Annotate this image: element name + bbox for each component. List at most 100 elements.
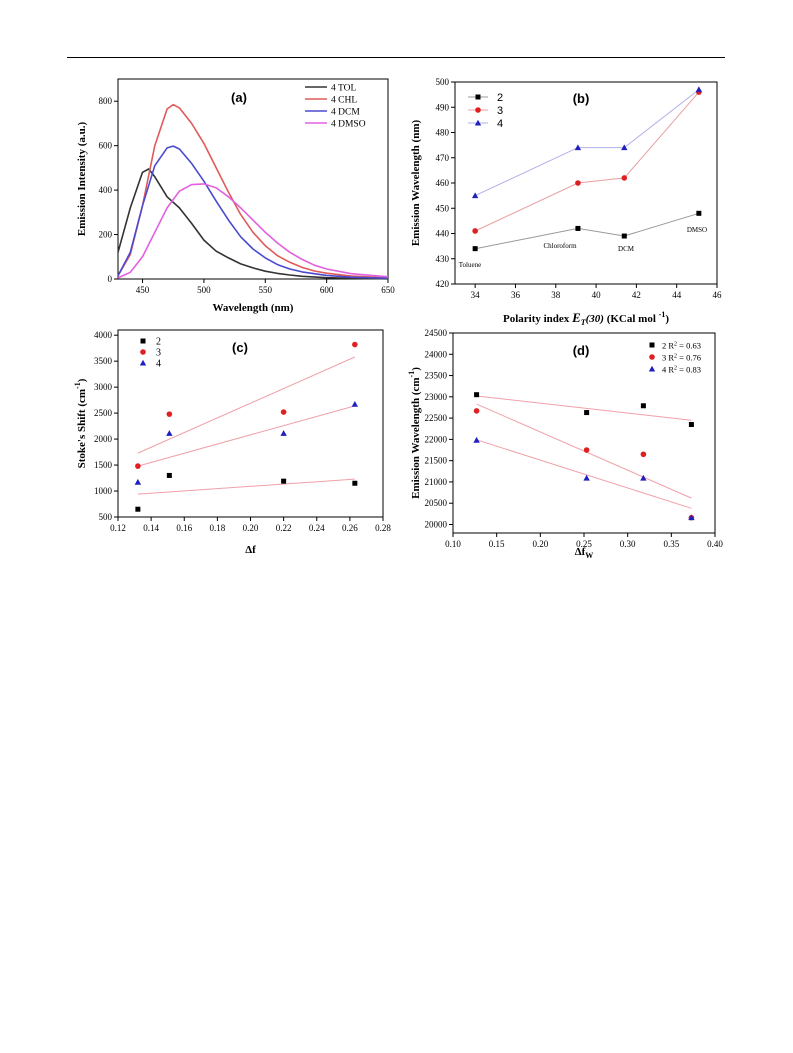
y-tick-label: 23000 <box>425 392 448 402</box>
series-line-4-dcm <box>117 145 389 280</box>
x-tick-label: 40 <box>592 290 602 300</box>
legend-marker <box>649 342 655 348</box>
x-tick-label: 650 <box>381 285 395 295</box>
data-point-2 <box>584 410 590 416</box>
series-line-3 <box>474 91 700 232</box>
legend-marker <box>649 354 655 360</box>
panel-label: (c) <box>232 340 248 355</box>
y-tick-label: 2000 <box>94 434 113 444</box>
y-tick-label: 470 <box>436 153 450 163</box>
x-tick-label: 34 <box>471 290 481 300</box>
data-point-3 <box>166 411 173 417</box>
y-tick-label: 1000 <box>94 486 113 496</box>
x-axis-title: Wavelength (nm) <box>213 302 294 314</box>
data-point-4 <box>583 474 590 481</box>
legend-label: 4 <box>156 359 161 370</box>
legend-marker <box>475 107 481 113</box>
x-tick-label: 500 <box>197 285 211 295</box>
data-point-3 <box>621 175 628 181</box>
x-tick-label: 36 <box>511 290 521 300</box>
fit-line-2 <box>137 478 355 495</box>
x-tick-label: 0.30 <box>620 539 636 549</box>
data-point-2 <box>688 421 694 427</box>
data-point-2 <box>621 233 627 239</box>
y-tick-label: 440 <box>436 229 450 239</box>
data-point-4 <box>621 144 628 151</box>
y-tick-label: 3500 <box>94 356 113 366</box>
series-line-2 <box>475 212 700 250</box>
legend-label: 4 CHL <box>331 96 357 106</box>
y-axis-title: Emission Wavelength (nm) <box>410 120 422 247</box>
y-tick-label: 0 <box>108 274 113 284</box>
x-axis-title: Polarity index ET(30) (KCal mol -1) <box>503 310 669 327</box>
x-tick-label: 46 <box>713 290 723 300</box>
y-tick-label: 490 <box>436 102 450 112</box>
chart-panel-d: 0.10 0.15 0.20 0.25 0.30 0.35 0.40 20000 20500 21… <box>407 328 723 560</box>
y-tick-label: 430 <box>436 254 450 264</box>
y-tick-label: 500 <box>99 512 113 522</box>
y-tick-label: 200 <box>99 230 113 240</box>
y-tick-label: 20500 <box>425 498 448 508</box>
x-tick-label: 0.18 <box>210 523 226 533</box>
x-tick-label: 0.12 <box>110 523 126 533</box>
y-axis-title: Emission Intensity (a.u.) <box>76 122 88 237</box>
point-label: Chloroform <box>543 242 577 250</box>
data-point-2 <box>640 403 646 409</box>
y-tick-label: 22500 <box>425 413 448 423</box>
y-tick-label: 21000 <box>425 477 448 487</box>
series-line-4 <box>474 89 700 197</box>
plot-frame <box>454 81 718 285</box>
y-tick-label: 24500 <box>425 328 448 338</box>
fit-line-4 <box>137 405 355 467</box>
x-tick-label: 0.20 <box>243 523 259 533</box>
y-tick-label: 480 <box>436 128 450 138</box>
legend-label: 4 TOL <box>331 84 356 94</box>
fit-line-4 <box>476 439 692 509</box>
fit-line-3 <box>137 356 356 454</box>
chart-panel-b: 34 36 38 40 42 44 4642043044045046047048049050… <box>410 77 722 327</box>
y-tick-label: 2500 <box>94 408 113 418</box>
point-label: DCM <box>618 245 635 253</box>
data-point-4 <box>166 430 173 436</box>
panel-label: (a) <box>231 90 247 105</box>
point-label: Toluene <box>459 261 481 269</box>
data-point-4 <box>134 478 142 485</box>
legend-marker <box>140 338 146 344</box>
fit-line-2 <box>476 395 692 421</box>
y-tick-label: 23500 <box>425 371 448 381</box>
plot-frame <box>117 78 389 280</box>
data-point-4 <box>351 400 359 407</box>
legend-label: 3 R2 = 0.76 <box>662 353 701 363</box>
y-tick-label: 24000 <box>425 349 448 359</box>
data-point-2 <box>472 246 478 252</box>
page-header-rule <box>67 57 725 58</box>
data-point-2 <box>474 392 480 398</box>
x-tick-label: 0.25 <box>576 539 592 549</box>
point-label: DMSO <box>687 226 707 234</box>
chart-panel-a: 450 500 550 600 650 0 200 400 600 800 Wavelength (… <box>76 78 395 314</box>
data-point-3 <box>473 408 480 414</box>
data-point-2 <box>281 478 287 484</box>
y-axis-title: Stoke's Shift (cm-1) <box>73 378 88 468</box>
y-tick-label: 21500 <box>425 456 448 466</box>
data-point-3 <box>352 341 358 348</box>
legend-label: 2 R2 = 0.63 <box>662 341 701 351</box>
y-tick-label: 420 <box>436 279 450 289</box>
data-point-2 <box>352 480 358 486</box>
legend-label: 4 <box>497 118 503 130</box>
legend-marker <box>140 349 146 355</box>
x-axis-title: Δf <box>245 544 256 556</box>
panel-label: (b) <box>573 91 590 106</box>
x-tick-label: 0.28 <box>375 523 391 533</box>
x-tick-label: 550 <box>259 285 273 295</box>
y-tick-label: 460 <box>436 178 450 188</box>
legend-marker <box>139 359 147 366</box>
legend-marker <box>648 365 656 372</box>
legend-marker <box>475 94 481 100</box>
data-point-3 <box>640 451 647 458</box>
y-tick-label: 4000 <box>94 330 113 340</box>
y-tick-label: 500 <box>436 77 450 87</box>
x-tick-label: 0.15 <box>489 539 505 549</box>
legend-label: 2 <box>497 92 503 104</box>
